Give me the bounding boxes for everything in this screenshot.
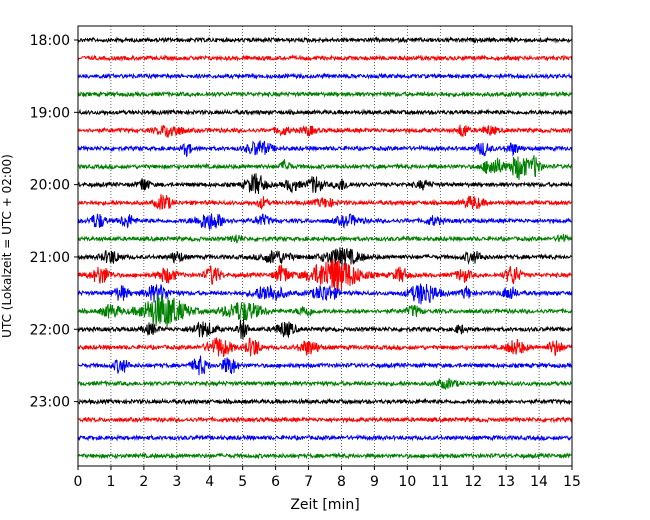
trace-row-8 bbox=[77, 173, 573, 195]
y-axis-label: UTC (Lokalzeit = UTC + 02:00) bbox=[0, 154, 14, 338]
trace-row-23 bbox=[77, 451, 573, 460]
trace-row-4 bbox=[77, 108, 573, 117]
x-tick-label-7: 7 bbox=[304, 474, 313, 490]
x-tick-label-5: 5 bbox=[238, 474, 247, 490]
trace-row-21 bbox=[77, 415, 573, 424]
trace-row-13 bbox=[77, 258, 573, 291]
x-tick-label-1: 1 bbox=[106, 474, 115, 490]
x-tick-label-8: 8 bbox=[337, 474, 346, 490]
y-tick-label-2: 20:00 bbox=[30, 178, 70, 194]
trace-row-19 bbox=[77, 377, 573, 390]
trace-row-9 bbox=[77, 194, 573, 211]
y-tick-label-5: 23:00 bbox=[30, 395, 70, 411]
trace-row-16 bbox=[77, 318, 573, 340]
trace-row-18 bbox=[77, 355, 573, 376]
x-tick-label-15: 15 bbox=[563, 474, 581, 490]
grid-layer bbox=[110, 26, 540, 466]
x-tick-label-4: 4 bbox=[205, 474, 214, 490]
trace-row-0 bbox=[77, 36, 573, 44]
trace-row-15 bbox=[77, 295, 573, 328]
trace-row-22 bbox=[77, 433, 573, 442]
y-tick-label-4: 22:00 bbox=[30, 322, 70, 338]
trace-row-17 bbox=[77, 337, 573, 357]
x-tick-label-9: 9 bbox=[370, 474, 379, 490]
trace-row-10 bbox=[77, 213, 573, 230]
trace-row-2 bbox=[77, 72, 573, 81]
x-tick-label-13: 13 bbox=[497, 474, 515, 490]
y-tick-label-0: 18:00 bbox=[30, 33, 70, 49]
trace-row-11 bbox=[77, 233, 573, 244]
y-tick-label-1: 19:00 bbox=[30, 105, 70, 121]
trace-row-6 bbox=[77, 140, 573, 158]
trace-row-20 bbox=[77, 397, 573, 406]
x-axis-label: Zeit [min] bbox=[290, 497, 359, 513]
x-tick-label-0: 0 bbox=[74, 474, 83, 490]
y-tick-label-3: 21:00 bbox=[30, 250, 70, 266]
x-tick-label-11: 11 bbox=[431, 474, 449, 490]
x-tick-label-6: 6 bbox=[271, 474, 280, 490]
trace-row-1 bbox=[77, 54, 573, 63]
trace-layer bbox=[77, 36, 573, 460]
y-axis-ticks: 18:00 19:00 20:00 21:00 22:00 23:00 bbox=[30, 33, 78, 411]
trace-row-3 bbox=[77, 90, 573, 99]
x-tick-label-3: 3 bbox=[172, 474, 181, 490]
trace-row-7 bbox=[77, 155, 573, 180]
trace-row-14 bbox=[77, 283, 573, 305]
x-tick-label-10: 10 bbox=[398, 474, 416, 490]
x-tick-label-14: 14 bbox=[530, 474, 548, 490]
x-tick-label-12: 12 bbox=[464, 474, 482, 490]
trace-row-5 bbox=[77, 124, 573, 139]
plot-frame bbox=[77, 25, 573, 467]
trace-row-12 bbox=[77, 247, 573, 267]
x-tick-label-2: 2 bbox=[139, 474, 148, 490]
x-axis-ticks: 0 1 2 3 4 5 6 7 8 9 10 11 12 13 14 15 bbox=[74, 466, 581, 490]
